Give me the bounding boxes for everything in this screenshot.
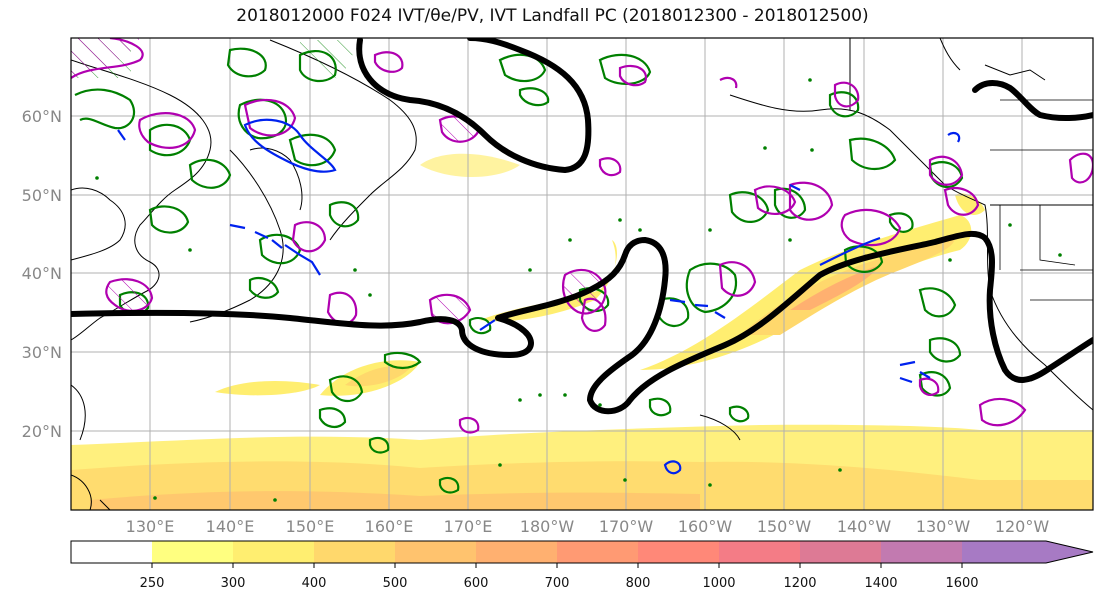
colorbar-tick: 1000 [702,576,735,591]
colorbar-segment [152,541,233,563]
colorbar-segment [557,541,638,563]
theta-e-contours [74,47,964,494]
colorbar-segment [881,541,962,563]
lat-label: 60°N [22,107,62,126]
lon-label: 140°W [837,517,892,536]
colorbar-tick: 500 [383,576,408,591]
lon-label: 130°E [126,517,175,536]
colorbar-segment [395,541,476,563]
colorbar-tick: 400 [302,576,327,591]
political-borders [990,99,1093,301]
colorbar-tick: 1200 [783,576,816,591]
pv-hatch-4 [71,38,140,78]
colorbar-tick: 800 [626,576,651,591]
lon-label: 130°W [916,517,971,536]
lat-label: 30°N [22,343,62,362]
lon-label: 180°W [520,517,575,536]
map-title: 2018012000 F024 IVT/θe/PV, IVT Landfall … [236,6,869,26]
colorbar-tick: 700 [545,576,570,591]
theta-e-hatch-2 [300,40,360,80]
lon-label: 170°W [599,517,654,536]
colorbar-segment [638,541,719,563]
colorbar-extend-arrow [962,541,1093,563]
colorbar-segment [800,541,881,563]
graticule [71,38,1093,510]
colorbar-segment [71,541,152,563]
lat-label: 40°N [22,264,62,283]
theta-e-speckles [95,78,1062,502]
pv-hatch-1 [106,279,152,311]
colorbar-tick: 250 [140,576,165,591]
lon-label: 150°W [757,517,812,536]
lon-label: 150°E [286,517,335,536]
colorbar: 250 300 400 500 600 700 800 1000 1200 14… [70,540,1094,591]
colorbar-segment [314,541,395,563]
pv-negative-contours [117,118,961,475]
lat-label: 50°N [22,186,62,205]
map-frame [70,37,1094,511]
lon-label: 170°E [444,517,493,536]
lon-label: 120°W [995,517,1050,536]
ivt-landfall-pc [71,38,1093,415]
colorbar-tick: 300 [221,576,246,591]
lat-label: 20°N [22,422,62,441]
colorbar-tick: 1400 [864,576,897,591]
lon-label: 160°E [365,517,414,536]
colorbar-tick: 1600 [945,576,978,591]
latitude-labels: 60°N 50°N 40°N 30°N 20°N [22,107,62,441]
colorbar-segment [233,541,314,563]
lon-label: 140°E [206,517,255,536]
longitude-labels: 130°E 140°E 150°E 160°E 170°E 180°W 170°… [126,517,1050,536]
lon-label: 160°W [678,517,733,536]
colorbar-segment [719,541,800,563]
colorbar-segment [476,541,557,563]
ivt-shading [71,153,1093,510]
colorbar-tick: 600 [464,576,489,591]
pv-hatch-2 [430,294,470,324]
